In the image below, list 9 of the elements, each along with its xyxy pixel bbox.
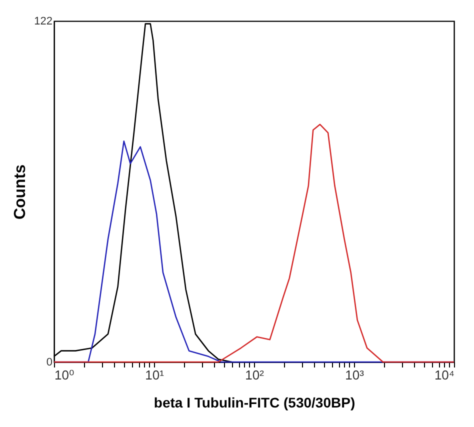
- x-tick-label: 10⁴: [434, 368, 454, 382]
- x-tick-label: 10¹: [145, 368, 165, 382]
- y-tick-label: 122: [34, 16, 52, 28]
- x-axis-title: beta I Tubulin-FITC (530/30BP): [154, 394, 356, 410]
- x-tick-label: 10³: [345, 368, 365, 382]
- x-tick-label: 10⁰: [54, 368, 74, 382]
- x-tick-label: 10²: [245, 368, 265, 382]
- y-tick-label: 0: [46, 356, 52, 368]
- y-axis-title: Counts: [12, 164, 30, 220]
